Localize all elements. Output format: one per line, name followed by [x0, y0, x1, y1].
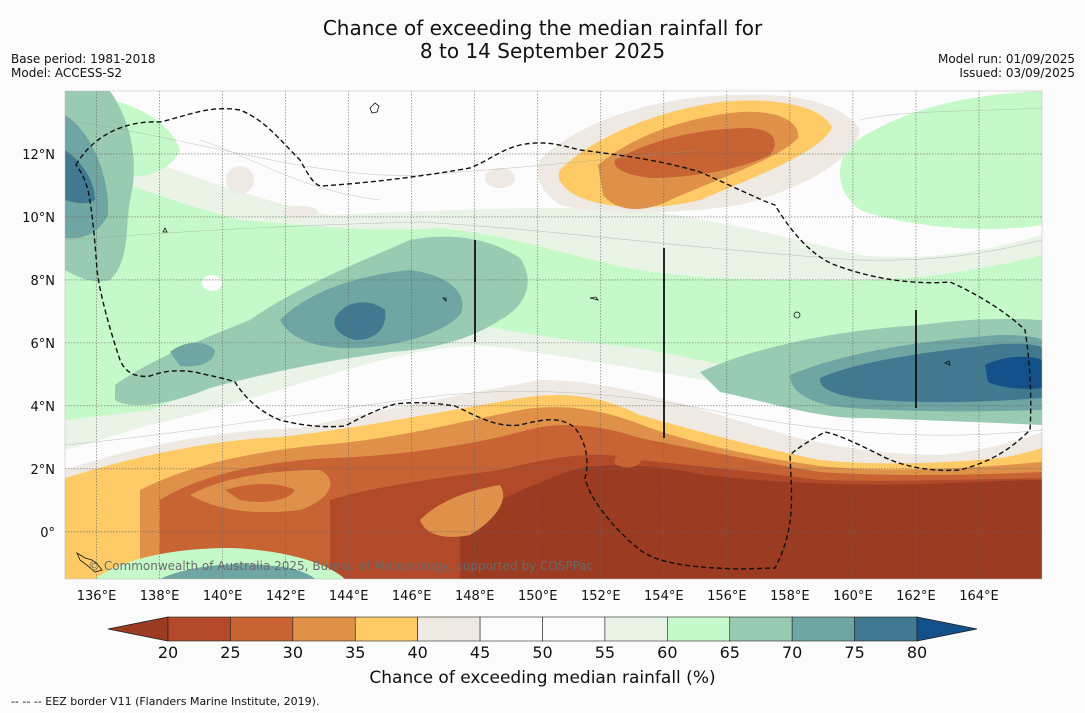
field-teal-small — [170, 342, 215, 367]
field-rust-north — [614, 128, 775, 178]
field-blue-west — [65, 150, 95, 204]
lon-tick-label: 150°E — [518, 589, 558, 604]
colorbar-tick-label: 60 — [657, 643, 677, 662]
lon-tick-label: 146°E — [392, 589, 432, 604]
colorbar-tick-label: 70 — [782, 643, 802, 662]
colorbar-tick-label: 55 — [595, 643, 615, 662]
field-beige-patch-4 — [202, 275, 222, 291]
model-run: Model run: 01/09/2025 — [937, 52, 1075, 66]
eez-border — [75, 107, 1032, 570]
colorbar-segment — [230, 616, 294, 642]
lon-tick-label: 160°E — [833, 589, 873, 604]
colorbar-segment — [729, 616, 793, 642]
colorbar-tick-label: 25 — [220, 643, 240, 662]
field-blue-central — [334, 302, 386, 340]
eez-legend-note: -- -- -- EEZ border V11 (Flanders Marine… — [11, 695, 320, 708]
base-period: Base period: 1981-2018 — [11, 52, 156, 66]
issued-date: Issued: 03/09/2025 — [959, 66, 1075, 80]
colorbar-segment — [292, 616, 356, 642]
field-beige-patch-3 — [485, 168, 515, 188]
field-rust-patch — [225, 484, 295, 502]
map-title-line1: Chance of exceeding the median rainfall … — [322, 16, 763, 40]
lon-tick-label: 156°E — [707, 589, 747, 604]
colorbar-segment — [167, 616, 231, 642]
colorbar-segment — [854, 616, 918, 642]
islands — [76, 102, 951, 573]
lat-tick-label: 6°N — [31, 337, 56, 352]
field-rust-spot — [615, 452, 642, 468]
field-beige-patch-1 — [226, 166, 254, 194]
lat-tick-label: 10°N — [22, 211, 55, 226]
colorbar-tick-label: 45 — [470, 643, 490, 662]
colorbar-tick-label: 80 — [907, 643, 927, 662]
field-darkest-south — [460, 465, 1042, 579]
map-frame — [64, 90, 1043, 580]
colorbar-segment — [542, 616, 606, 642]
colorbar-tick-label: 35 — [345, 643, 365, 662]
longitude-labels: 136°E 138°E 140°E 142°E 144°E 146°E 148°E 150°E… — [77, 589, 999, 604]
colorbar-segment — [667, 616, 731, 642]
colorbar-segment — [791, 616, 855, 642]
colorbar-label: Chance of exceeding median rainfall (%) — [369, 668, 716, 688]
lat-tick-label: 12°N — [22, 148, 55, 163]
lat-tick-label: 4°N — [31, 400, 56, 415]
colorbar-extend-low — [107, 616, 169, 642]
lon-tick-label: 164°E — [959, 589, 999, 604]
colorbar-extend-high — [916, 616, 978, 642]
field-beige-patch-2 — [282, 206, 318, 218]
colorbar — [107, 616, 978, 642]
colorbar-tick-label: 40 — [407, 643, 427, 662]
lon-tick-label: 162°E — [896, 589, 936, 604]
field-teal-southwest — [160, 564, 315, 579]
lon-tick-label: 148°E — [455, 589, 495, 604]
lon-tick-label: 152°E — [581, 589, 621, 604]
lat-tick-label: 8°N — [31, 274, 56, 289]
latitude-labels: 12°N 10°N 8°N 6°N 4°N 2°N 0° — [22, 148, 55, 541]
field-navy-east — [985, 356, 1042, 389]
field-green-northeast — [839, 91, 1042, 230]
colorbar-tick-label: 20 — [158, 643, 178, 662]
lon-tick-label: 138°E — [140, 589, 180, 604]
map-title-line2: 8 to 14 September 2025 — [419, 39, 666, 63]
lon-tick-label: 144°E — [329, 589, 369, 604]
colorbar-tick-label: 75 — [844, 643, 864, 662]
lon-tick-label: 158°E — [770, 589, 810, 604]
field-beige-patch-5 — [580, 323, 620, 337]
lat-tick-label: 0° — [40, 526, 55, 541]
contour-lines — [65, 107, 1042, 446]
map-panel: © Commonwealth of Australia 2025, Bureau… — [65, 91, 1042, 579]
colorbar-tick-label: 65 — [720, 643, 740, 662]
lon-tick-label: 154°E — [644, 589, 684, 604]
lat-tick-label: 2°N — [31, 463, 56, 478]
colorbar-tick-label: 30 — [283, 643, 303, 662]
colorbar-segment — [604, 616, 668, 642]
graticule-markers — [474, 240, 917, 438]
copyright-text: © Commonwealth of Australia 2025, Bureau… — [88, 559, 593, 573]
colorbar-tick-label: 50 — [532, 643, 552, 662]
lon-tick-label: 142°E — [266, 589, 306, 604]
colorbar-segment — [354, 616, 418, 642]
colorbar-segment — [417, 616, 481, 642]
model-name: Model: ACCESS-S2 — [11, 66, 123, 80]
colorbar-segment — [479, 616, 543, 642]
colorbar-ticks: 20 25 30 35 40 45 50 55 60 65 70 75 80 — [158, 643, 927, 662]
lon-tick-label: 136°E — [77, 589, 117, 604]
field-blue-east — [819, 343, 1042, 403]
lon-tick-label: 140°E — [203, 589, 243, 604]
field-orange-stripe — [420, 485, 504, 537]
